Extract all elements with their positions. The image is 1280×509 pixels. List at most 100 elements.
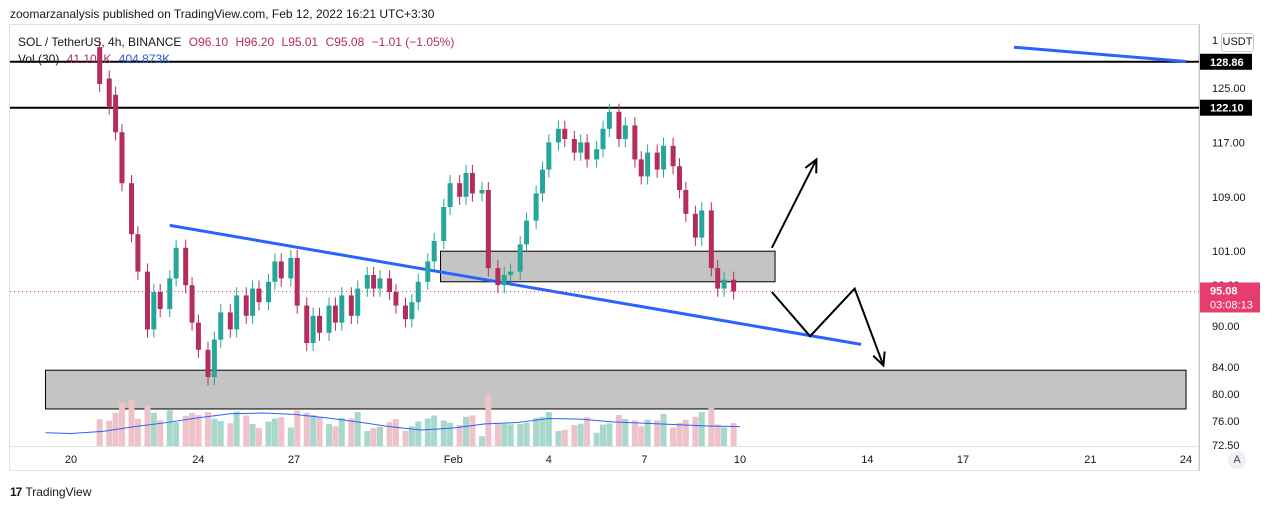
y-tick-label: 84.00 <box>1212 362 1240 374</box>
volume-bar <box>233 411 240 446</box>
candle-body <box>431 241 437 262</box>
x-tick-label: 27 <box>288 454 300 466</box>
volume-bar <box>310 415 317 446</box>
candle-body <box>393 292 399 306</box>
x-tick-label: 17 <box>957 454 969 466</box>
countdown-label: 03:08:13 <box>1210 299 1253 311</box>
candle-body <box>425 261 431 282</box>
candle-body <box>578 142 584 153</box>
candle-body <box>645 152 651 177</box>
volume-bar <box>721 427 728 446</box>
change-value: −1.01 (−1.05%) <box>371 35 455 49</box>
candle-body <box>606 111 612 129</box>
arrow-path-1 <box>770 158 818 249</box>
candle-body <box>97 47 103 84</box>
candle-body <box>119 132 125 184</box>
volume-bar <box>698 412 705 446</box>
candle-body <box>654 152 660 170</box>
y-tick-label: 117.00 <box>1212 137 1245 149</box>
candle-body <box>205 349 211 377</box>
x-tick-label: 24 <box>192 454 204 466</box>
volume-bar <box>631 420 638 446</box>
time-axis-separator <box>9 446 1199 447</box>
volume-bar <box>217 421 224 446</box>
symbol-legend: SOL / TetherUS, 4h, BINANCE O96.10 H96.2… <box>18 35 458 49</box>
currency-button[interactable]: USDT <box>1221 33 1254 52</box>
candle-body <box>638 159 644 177</box>
volume-bar <box>456 425 463 446</box>
footer: 17 TradingView <box>10 485 91 499</box>
volume-bar <box>517 424 524 446</box>
volume-bar <box>271 418 278 446</box>
volume-bar <box>332 426 339 446</box>
volume-bar <box>714 424 721 446</box>
candle-body <box>151 292 157 330</box>
x-tick-label: 4 <box>546 454 552 466</box>
volume-bar <box>255 428 262 446</box>
candle-body <box>332 305 338 323</box>
candle-body <box>622 125 628 139</box>
volume-bar <box>96 419 103 446</box>
level-tag-label: 122.10 <box>1210 103 1244 115</box>
volume-bar <box>249 424 256 446</box>
zone-box-2 <box>45 369 1187 410</box>
volume-bar <box>615 415 622 446</box>
volume-legend: Vol (30) 41.101K 404.873K <box>18 52 174 66</box>
candle-body <box>415 281 421 303</box>
chart-pane[interactable] <box>9 24 1199 471</box>
volume-bar <box>638 426 645 446</box>
candle-body <box>106 78 112 107</box>
last-price-tag <box>1200 282 1260 313</box>
volume-bar <box>539 416 546 446</box>
candle-body <box>339 295 345 323</box>
candle-body <box>294 258 300 306</box>
candle-body <box>256 288 262 303</box>
x-tick-label: 10 <box>734 454 746 466</box>
volume-bar <box>128 399 135 446</box>
volume-bar <box>644 419 651 446</box>
volume-bar <box>584 417 591 446</box>
candle-body <box>218 312 224 340</box>
candle-body <box>135 234 141 272</box>
auto-scale-button[interactable]: A <box>1228 451 1246 469</box>
candle-body <box>683 190 689 214</box>
volume-bar <box>408 426 415 446</box>
candle-body <box>243 295 249 316</box>
footer-brand[interactable]: TradingView <box>25 485 92 499</box>
volume-bar <box>402 431 409 446</box>
volume-bar <box>507 424 514 446</box>
volume-bar <box>182 415 189 446</box>
volume-bar <box>577 423 584 446</box>
volume-bar <box>593 432 600 446</box>
candle-body <box>227 312 233 330</box>
volume-bar <box>166 410 173 446</box>
candle-body <box>377 278 383 289</box>
candle-body <box>508 271 514 275</box>
candle-body <box>316 315 322 333</box>
candle-body <box>594 149 600 160</box>
candle-body <box>441 207 447 241</box>
volume-label[interactable]: Vol (30) <box>18 52 60 66</box>
y-tick-label: 101.00 <box>1212 246 1246 258</box>
volume-bar <box>278 417 285 446</box>
candle-body <box>670 145 676 167</box>
candle-body <box>167 278 173 309</box>
volume-bar <box>692 416 699 446</box>
candle-body <box>524 220 530 245</box>
candle-body <box>661 145 667 170</box>
symbol-name[interactable]: SOL / TetherUS, 4h, BINANCE <box>18 35 182 49</box>
x-tick-label: 21 <box>1084 454 1096 466</box>
arrow-head-2 <box>872 351 886 368</box>
y-tick-label: 125.00 <box>1212 83 1246 95</box>
trendline-2 <box>1013 45 1187 63</box>
volume-bar <box>144 405 151 446</box>
plot-group <box>10 39 1199 446</box>
candle-body <box>288 258 294 279</box>
candle-body <box>173 247 179 279</box>
candle-body <box>364 275 370 289</box>
volume-bar <box>134 418 141 446</box>
candle-body <box>211 339 217 377</box>
candle-body <box>189 285 195 323</box>
y-tick-label: 109.00 <box>1212 192 1246 204</box>
